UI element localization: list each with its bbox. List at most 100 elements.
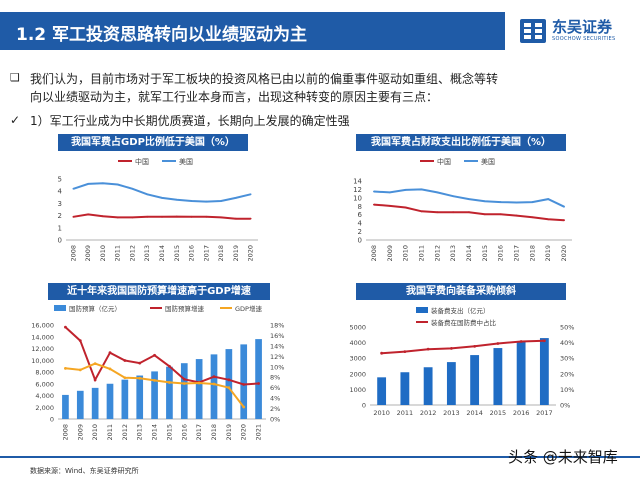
- legend-label-1: 美国: [179, 157, 193, 166]
- data-point: [220, 216, 222, 219]
- x-tick-label: 2013: [136, 424, 144, 441]
- y2-tick-label: 10%: [270, 363, 284, 371]
- data-point: [64, 325, 67, 329]
- data-point: [404, 188, 407, 191]
- legend-label-2: GDP增速: [235, 304, 262, 313]
- bar: [180, 363, 188, 419]
- bar: [151, 371, 158, 419]
- intro-paragraph: 我们认为，目前市场对于军工板块的投资风格已由以前的偏重事件驱动如重组、概念等转向…: [30, 72, 499, 104]
- y-tick-label: 14: [353, 178, 362, 186]
- series-line-1: [373, 188, 565, 208]
- data-point: [168, 364, 171, 368]
- x-tick-label: 2017: [536, 409, 553, 417]
- data-point: [220, 200, 222, 202]
- x-tick-label: 2010: [99, 245, 107, 262]
- data-point: [102, 215, 104, 218]
- data-point: [131, 216, 134, 219]
- x-tick-label: 2015: [490, 409, 507, 417]
- x-tick-label: 2017: [195, 424, 203, 441]
- brand-logo: 东吴证券 SOOCHOW SECURITIES: [518, 14, 634, 48]
- data-point: [420, 188, 423, 191]
- data-point: [153, 378, 156, 382]
- data-point: [227, 378, 231, 382]
- data-point: [563, 219, 565, 222]
- data-point: [404, 206, 407, 209]
- soochow-logo-icon: [520, 19, 546, 43]
- x-tick-label: 2008: [61, 424, 69, 441]
- chart1-title: 我国军费占GDP比例低于美国（%）: [58, 134, 248, 151]
- chart-defense-budget: 国防预算（亿元） 国防预算增速 GDP增速 0 2,000 4,000 6,000 8,000…: [31, 304, 284, 441]
- y2-tick-label: 30%: [560, 355, 574, 363]
- chart2-title: 我国军费占财政支出比例低于美国（%）: [356, 134, 566, 151]
- y-tick-label: 2: [58, 212, 62, 220]
- data-point: [436, 211, 439, 214]
- data-point: [108, 351, 112, 355]
- data-point: [123, 359, 127, 362]
- x-tick-label: 2012: [433, 245, 441, 262]
- y2-tick-label: 40%: [560, 339, 574, 347]
- data-point: [131, 187, 134, 190]
- bar: [121, 379, 129, 419]
- y-tick-label: 4000: [349, 339, 366, 347]
- bar: [446, 362, 456, 405]
- bar: [539, 338, 549, 405]
- data-point: [547, 218, 550, 221]
- data-point: [373, 203, 375, 206]
- data-point: [205, 215, 208, 218]
- y2-tick-label: 6%: [270, 384, 280, 392]
- data-point: [161, 197, 163, 199]
- bar: [195, 359, 203, 419]
- slide-title: 1.2 军工投资思路转向以业绩驱动为主: [16, 25, 308, 45]
- x-tick-label: 2017: [513, 245, 521, 262]
- logo-name-en: SOOCHOW SECURITIES: [552, 36, 616, 42]
- legend-label-1: 装备费在国防费中占比: [431, 318, 497, 327]
- bar: [470, 355, 480, 405]
- data-point: [87, 182, 90, 185]
- legend-label-0: 中国: [135, 157, 149, 166]
- x-tick-label: 2008: [69, 245, 77, 262]
- data-point: [547, 198, 550, 201]
- x-tick-label: 2020: [560, 245, 568, 262]
- bar: [91, 387, 99, 419]
- data-point: [468, 198, 470, 201]
- y2-tick-label: 0%: [560, 402, 570, 410]
- bar: [106, 383, 114, 419]
- bar: [166, 366, 173, 419]
- data-point: [116, 183, 119, 186]
- chart-equipment-spending: 装备费支出（亿元） 装备费在国防费中占比 0 1000 2000 3000 4000 5000…: [349, 306, 574, 417]
- data-point: [249, 217, 252, 220]
- data-point: [542, 339, 546, 343]
- data-point: [242, 405, 246, 409]
- x-tick-label: 2019: [544, 245, 552, 262]
- data-source: 数据来源：Wind、东吴证券研究所: [30, 467, 139, 475]
- data-point: [123, 376, 127, 380]
- data-point: [64, 366, 67, 370]
- x-tick-label: 2010: [402, 245, 410, 262]
- data-point: [234, 197, 237, 199]
- x-tick-label: 2019: [232, 245, 240, 262]
- x-tick-label: 2011: [417, 245, 425, 262]
- y-tick-label: 8: [358, 203, 362, 211]
- data-point: [78, 368, 82, 372]
- y2-tick-label: 0%: [270, 416, 280, 424]
- data-point: [519, 340, 523, 343]
- y-tick-label: 14,000: [31, 333, 54, 341]
- y-tick-label: 0: [58, 237, 62, 245]
- bar: [62, 394, 69, 419]
- x-tick-label: 2016: [497, 245, 505, 262]
- bar: [516, 341, 526, 405]
- x-tick-label: 2010: [91, 424, 99, 441]
- data-point: [182, 382, 186, 385]
- y-tick-label: 0: [50, 416, 54, 424]
- data-point: [468, 211, 470, 214]
- x-tick-label: 2012: [121, 424, 129, 441]
- data-point: [483, 213, 486, 216]
- check-icon: ✓: [10, 113, 21, 127]
- x-tick-label: 2013: [143, 245, 151, 262]
- data-point: [205, 200, 208, 203]
- x-tick-label: 2017: [202, 245, 210, 262]
- y2-tick-label: 12%: [270, 353, 284, 361]
- data-point: [168, 381, 171, 384]
- legend-label-1: 美国: [481, 157, 495, 166]
- data-point: [72, 215, 75, 218]
